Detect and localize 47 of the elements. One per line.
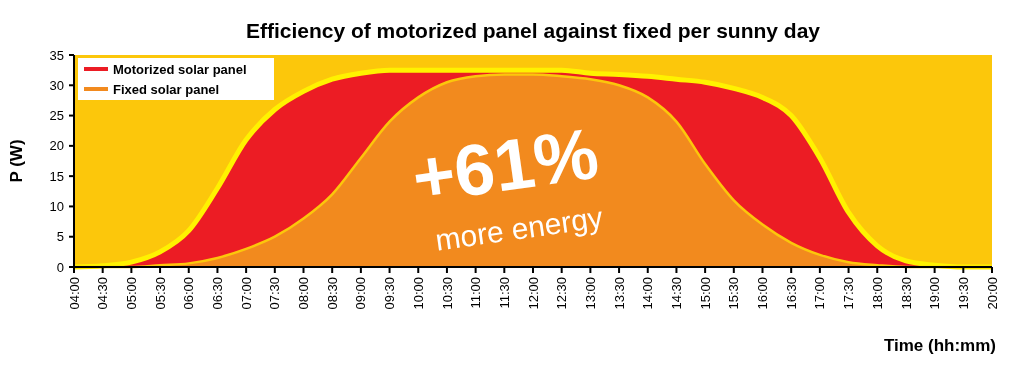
x-tick-label: 19:00 (927, 277, 943, 310)
y-tick-label: 25 (49, 108, 64, 124)
y-tick-label: 35 (49, 47, 64, 63)
x-axis-title: Time (hh:mm) (883, 336, 996, 355)
x-tick-label: 11:00 (468, 277, 484, 309)
annotation: more energy (433, 200, 605, 257)
x-tick-label: 08:30 (324, 277, 340, 310)
x-tick-label: 12:30 (554, 277, 570, 310)
y-tick-label: 0 (56, 259, 64, 275)
x-tick-label: 06:30 (209, 277, 225, 310)
x-tick-label: 10:00 (410, 277, 426, 310)
x-tick-label: 07:30 (267, 277, 283, 310)
x-tick-label: 13:00 (582, 277, 598, 310)
y-tick-label: 15 (49, 168, 64, 184)
x-tick-label: 17:00 (812, 277, 828, 310)
y-axis-title: P (W) (7, 139, 26, 183)
legend-label: Fixed solar panel (113, 81, 220, 97)
x-tick-label: 15:00 (697, 277, 713, 310)
x-tick-label: 04:30 (95, 277, 111, 310)
x-tick-label: 16:30 (783, 277, 799, 310)
x-tick-label: 11:30 (496, 277, 512, 309)
x-tick-label: 14:30 (668, 277, 684, 310)
legend-label: Motorized solar panel (113, 61, 247, 77)
x-tick-label: 17:30 (841, 277, 857, 310)
x-tick-label: 12:00 (525, 277, 541, 310)
x-tick-label: 18:30 (898, 277, 914, 310)
x-tick-label: 09:00 (353, 277, 369, 310)
x-tick-label: 20:00 (984, 277, 1000, 310)
x-tick-label: 19:30 (955, 277, 971, 310)
x-tick-label: 14:00 (640, 277, 656, 310)
y-tick-label: 20 (49, 138, 64, 154)
chart-title: Efficiency of motorized panel against fixed per sunny day (245, 19, 821, 42)
x-tick-label: 15:30 (726, 277, 742, 310)
y-tick-label: 10 (49, 198, 64, 214)
x-tick-label: 16:00 (755, 277, 771, 310)
x-tick-label: 04:00 (66, 277, 82, 310)
x-tick-label: 10:30 (439, 277, 455, 310)
x-tick-label: 05:00 (123, 277, 139, 310)
x-tick-label: 13:30 (611, 277, 627, 310)
y-tick-label: 5 (56, 229, 64, 245)
x-tick-label: 06:00 (181, 277, 197, 310)
x-tick-label: 08:00 (296, 277, 312, 310)
x-tick-label: 05:30 (152, 277, 168, 310)
x-tick-label: 07:00 (238, 277, 254, 310)
x-tick-label: 18:00 (869, 277, 885, 310)
x-tick-label: 09:30 (382, 277, 398, 310)
y-tick-label: 30 (49, 77, 64, 93)
